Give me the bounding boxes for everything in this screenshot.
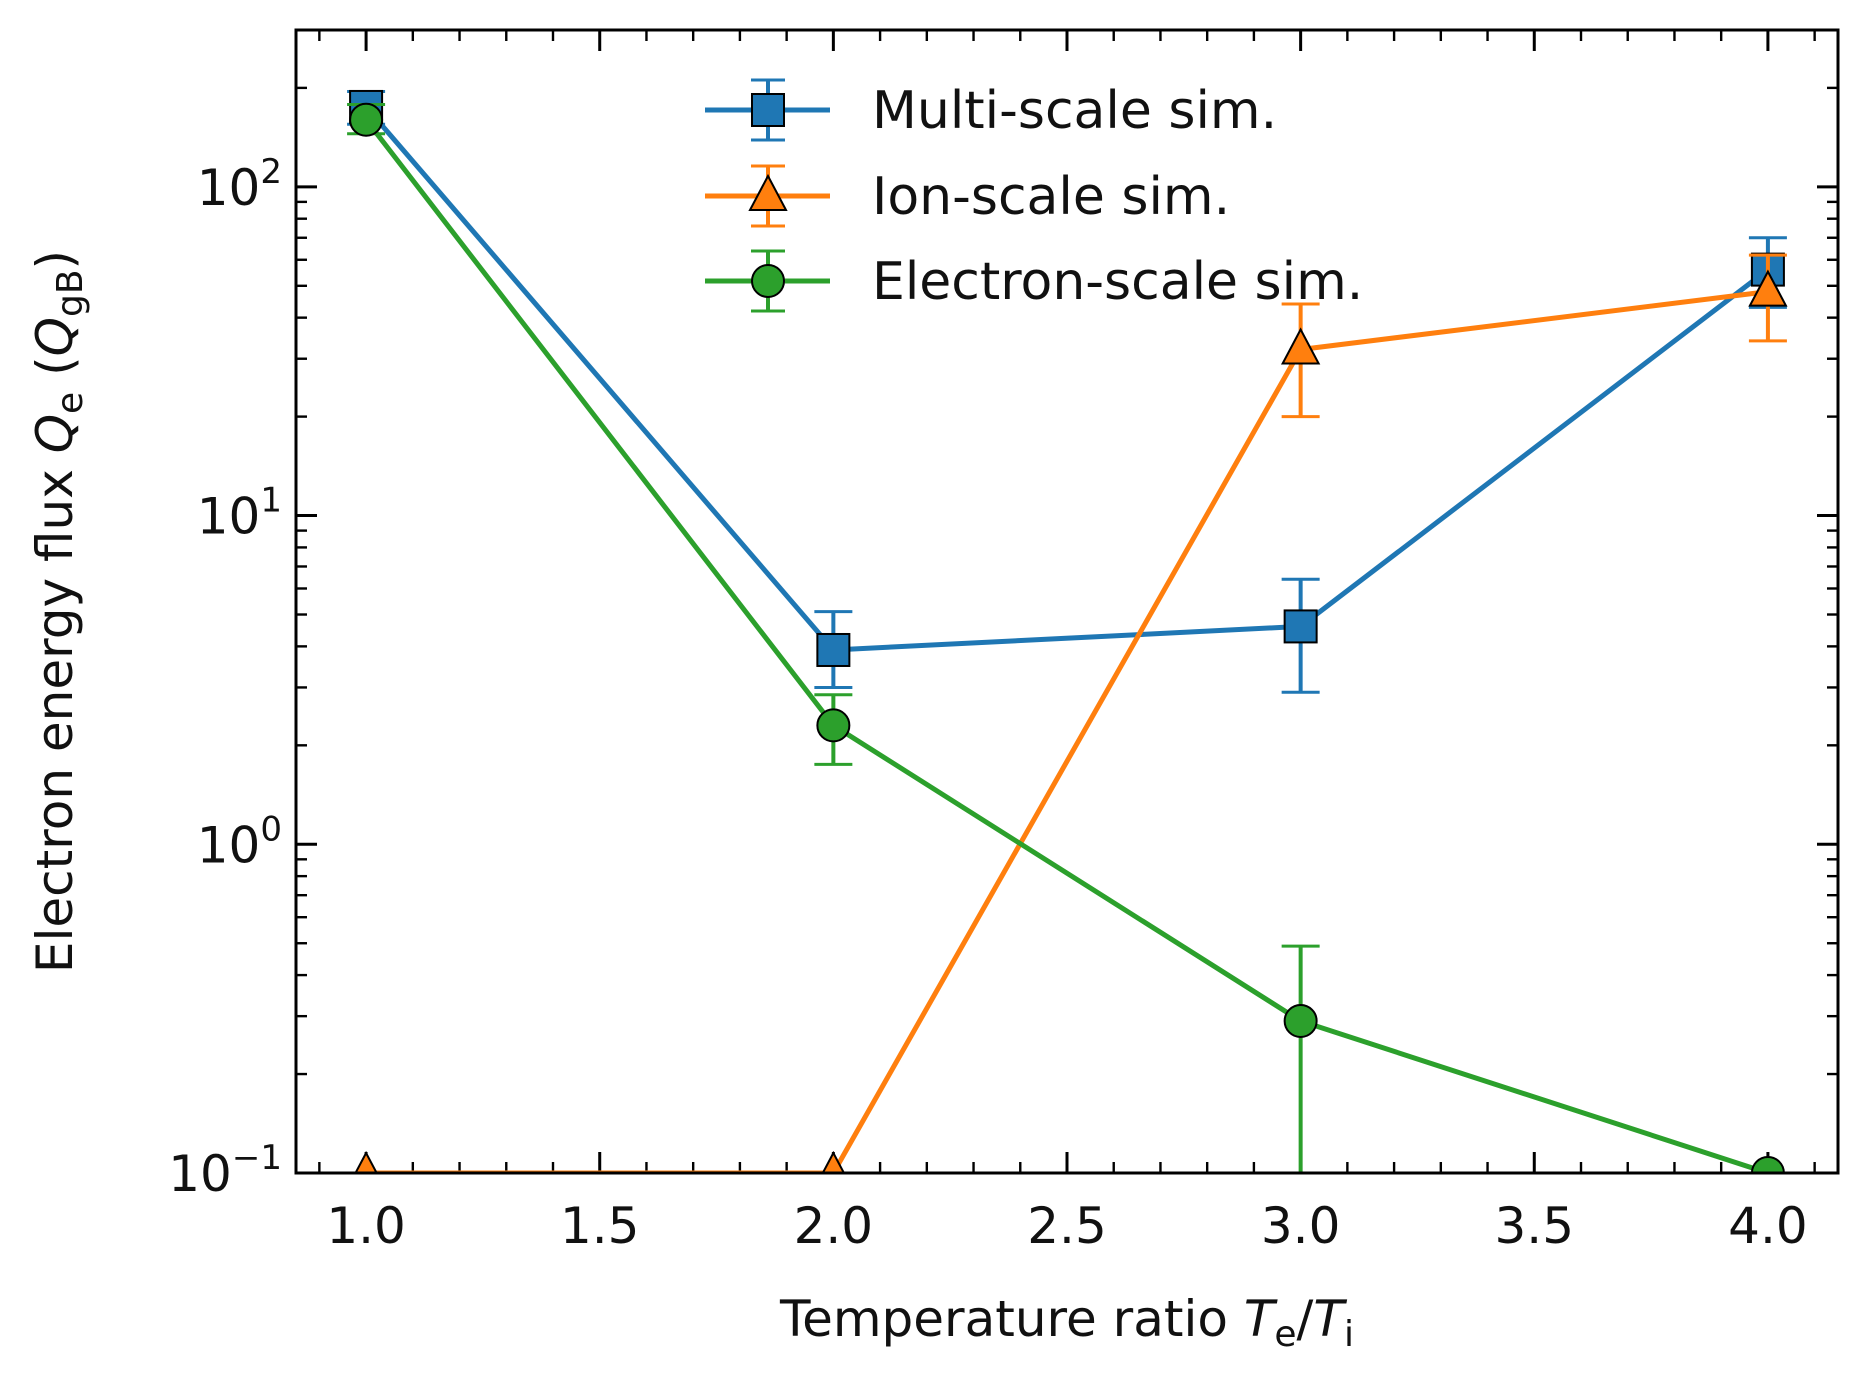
plot-frame — [294, 28, 1840, 1175]
electron-scale-series — [347, 102, 1785, 1173]
multi-scale-point — [1283, 609, 1318, 644]
ion-scale-point — [354, 1150, 378, 1173]
axis-labels: 1.0 1.5 2.0 2.5 3.0 3.5 4.0 10−1 100 101 102 Temper… — [26, 152, 1808, 1355]
x-tick-label: 4.0 — [1728, 1197, 1808, 1255]
ion-scale-series — [354, 253, 1788, 1173]
y-tick-label: 101 — [197, 481, 282, 546]
ion-scale-point — [821, 1150, 846, 1173]
x-tick-label: 1.5 — [560, 1197, 640, 1255]
ion-scale-legend-marker — [748, 173, 788, 211]
electron-scale-point — [1283, 1004, 1318, 1039]
y-tick-label: 102 — [197, 152, 282, 217]
legend: Multi-scale sim. Ion-scale sim. Electron-s… — [705, 78, 1363, 313]
x-tick-label: 1.0 — [326, 1197, 406, 1255]
multi-scale-legend-entry: Multi-scale sim. — [705, 78, 1277, 142]
x-tick-label: 2.5 — [1027, 1197, 1107, 1255]
electron-scale-legend-entry: Electron-scale sim. — [705, 249, 1363, 313]
x-tick-label: 3.0 — [1261, 1197, 1341, 1255]
multi-scale-legend-label: Multi-scale sim. — [872, 81, 1277, 141]
multi-scale-line — [364, 105, 1770, 653]
x-tick-label: 2.0 — [794, 1197, 874, 1255]
electron-scale-point — [816, 708, 851, 743]
ion-scale-point — [1748, 269, 1788, 307]
y-tick-label: 100 — [197, 809, 282, 874]
multi-scale-legend-marker — [751, 93, 785, 127]
x-tick-label: 3.5 — [1495, 1197, 1575, 1255]
multi-scale-point — [816, 632, 851, 667]
ion-scale-line — [366, 289, 1769, 1173]
ion-scale-legend-entry: Ion-scale sim. — [705, 164, 1230, 228]
ion-scale-legend-label: Ion-scale sim. — [872, 167, 1230, 227]
electron-scale-legend-marker — [751, 264, 785, 298]
ion-scale-point — [1280, 327, 1321, 365]
plot-area — [347, 89, 1788, 1173]
electron-scale-line — [364, 118, 1769, 1173]
electron-scale-legend-label: Electron-scale sim. — [872, 252, 1363, 312]
x-axis-label: Temperature ratio Te/Ti — [779, 1290, 1354, 1355]
electron-scale-point — [349, 102, 384, 137]
electron-scale-point — [1750, 1156, 1785, 1173]
y-axis-label: Electron energy flux Qe (QgB) — [26, 250, 91, 973]
y-tick-label: 10−1 — [168, 1138, 282, 1203]
